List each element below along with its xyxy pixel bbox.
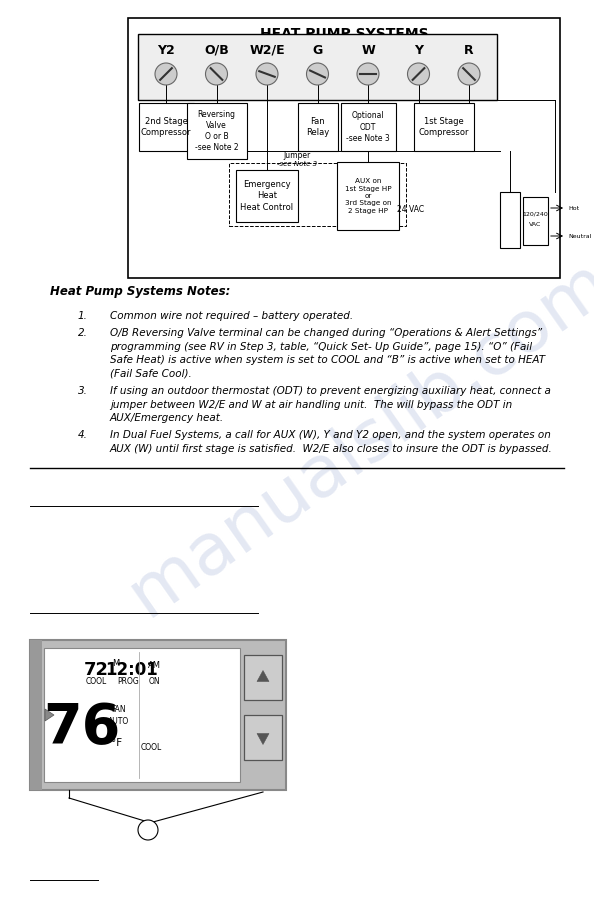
Text: In Dual Fuel Systems, a call for AUX (W), Y and Y2 open, and the system operates: In Dual Fuel Systems, a call for AUX (W)… (110, 431, 551, 441)
Text: -see Note 3: -see Note 3 (277, 161, 317, 167)
Text: PROG: PROG (117, 677, 139, 687)
Bar (128, 18, 560, 278)
Bar (229, 163, 406, 226)
Bar (138, 103, 194, 151)
Text: °F: °F (111, 738, 122, 748)
Text: jumper between W2/E and W at air handling unit.  The will bypass the ODT in: jumper between W2/E and W at air handlin… (110, 399, 512, 409)
Text: Y2: Y2 (157, 43, 175, 57)
Circle shape (307, 63, 328, 85)
Text: 4.: 4. (78, 431, 88, 441)
Bar (337, 162, 399, 230)
Text: 2.: 2. (78, 328, 88, 338)
Bar (298, 103, 337, 151)
Text: Emergency
Heat
Heat Control: Emergency Heat Heat Control (241, 181, 293, 212)
Bar (523, 197, 548, 245)
Text: Heat Pump Systems Notes:: Heat Pump Systems Notes: (50, 285, 230, 298)
Text: AUX/Emergency heat.: AUX/Emergency heat. (110, 413, 224, 423)
Bar (138, 34, 497, 100)
Text: G: G (312, 43, 323, 57)
Circle shape (357, 63, 379, 85)
Text: O/B Reversing Valve terminal can be changed during “Operations & Alert Settings”: O/B Reversing Valve terminal can be chan… (110, 328, 542, 338)
Text: 1.: 1. (78, 311, 88, 321)
Circle shape (206, 63, 228, 85)
Text: M: M (112, 659, 119, 668)
Text: 12:01: 12:01 (106, 661, 159, 679)
Text: 72: 72 (84, 661, 109, 679)
Bar (244, 715, 282, 760)
Circle shape (155, 63, 177, 85)
Bar (340, 103, 396, 151)
Text: AUTO: AUTO (108, 718, 129, 726)
Text: COOL: COOL (86, 677, 107, 687)
Bar (44, 648, 240, 782)
Text: W: W (361, 43, 375, 57)
Text: 24 VAC: 24 VAC (397, 206, 424, 215)
Text: 76: 76 (43, 701, 121, 755)
Text: AM: AM (147, 662, 160, 670)
Text: Safe Heat) is active when system is set to COOL and “B” is active when set to HE: Safe Heat) is active when system is set … (110, 355, 545, 365)
Text: Y: Y (414, 43, 423, 57)
Text: R: R (464, 43, 474, 57)
Bar (30, 640, 42, 790)
Bar (236, 170, 298, 222)
Polygon shape (45, 709, 54, 721)
Text: 2nd Stage
Compressor: 2nd Stage Compressor (141, 117, 191, 137)
Bar (187, 103, 247, 159)
Text: 1st Stage
Compressor: 1st Stage Compressor (419, 117, 469, 137)
Text: Fan
Relay: Fan Relay (306, 117, 329, 137)
Polygon shape (257, 670, 269, 681)
Text: If using an outdoor thermostat (ODT) to prevent energizing auxiliary heat, conne: If using an outdoor thermostat (ODT) to … (110, 386, 551, 396)
Bar (500, 192, 520, 248)
Text: Common wire not required – battery operated.: Common wire not required – battery opera… (110, 311, 353, 321)
Bar (30, 640, 286, 790)
Text: Optional
ODT
-see Note 3: Optional ODT -see Note 3 (346, 111, 390, 142)
Bar (244, 655, 282, 700)
Text: ON: ON (148, 677, 160, 687)
Bar (414, 103, 474, 151)
Text: AUX on
1st Stage HP
or
3rd Stage on
2 Stage HP: AUX on 1st Stage HP or 3rd Stage on 2 St… (345, 178, 391, 214)
Circle shape (407, 63, 429, 85)
Text: COOL: COOL (140, 744, 162, 753)
Text: Reversing
Valve
O or B
-see Note 2: Reversing Valve O or B -see Note 2 (195, 110, 238, 152)
Text: FAN: FAN (112, 706, 127, 714)
Text: (Fail Safe Cool).: (Fail Safe Cool). (110, 368, 192, 378)
Text: Jumper: Jumper (283, 151, 311, 161)
Text: W2/E: W2/E (249, 43, 285, 57)
Text: manualslib.com: manualslib.com (116, 246, 594, 630)
Text: AUX (W) until first stage is satisfied.  W2/E also closes to insure the ODT is b: AUX (W) until first stage is satisfied. … (110, 444, 553, 454)
Text: 120/240: 120/240 (523, 211, 548, 217)
Text: O/B: O/B (204, 43, 229, 57)
Text: Hot: Hot (568, 206, 579, 210)
Text: VAC: VAC (529, 222, 542, 228)
Text: HEAT PUMP SYSTEMS: HEAT PUMP SYSTEMS (260, 27, 428, 41)
Circle shape (256, 63, 278, 85)
Polygon shape (257, 733, 269, 744)
Circle shape (458, 63, 480, 85)
Text: Neutral: Neutral (568, 233, 592, 239)
Text: 3.: 3. (78, 386, 88, 396)
Circle shape (138, 820, 158, 840)
Text: programming (see RV in Step 3, table, “Quick Set- Up Guide”, page 15). “O” (Fail: programming (see RV in Step 3, table, “Q… (110, 341, 532, 352)
